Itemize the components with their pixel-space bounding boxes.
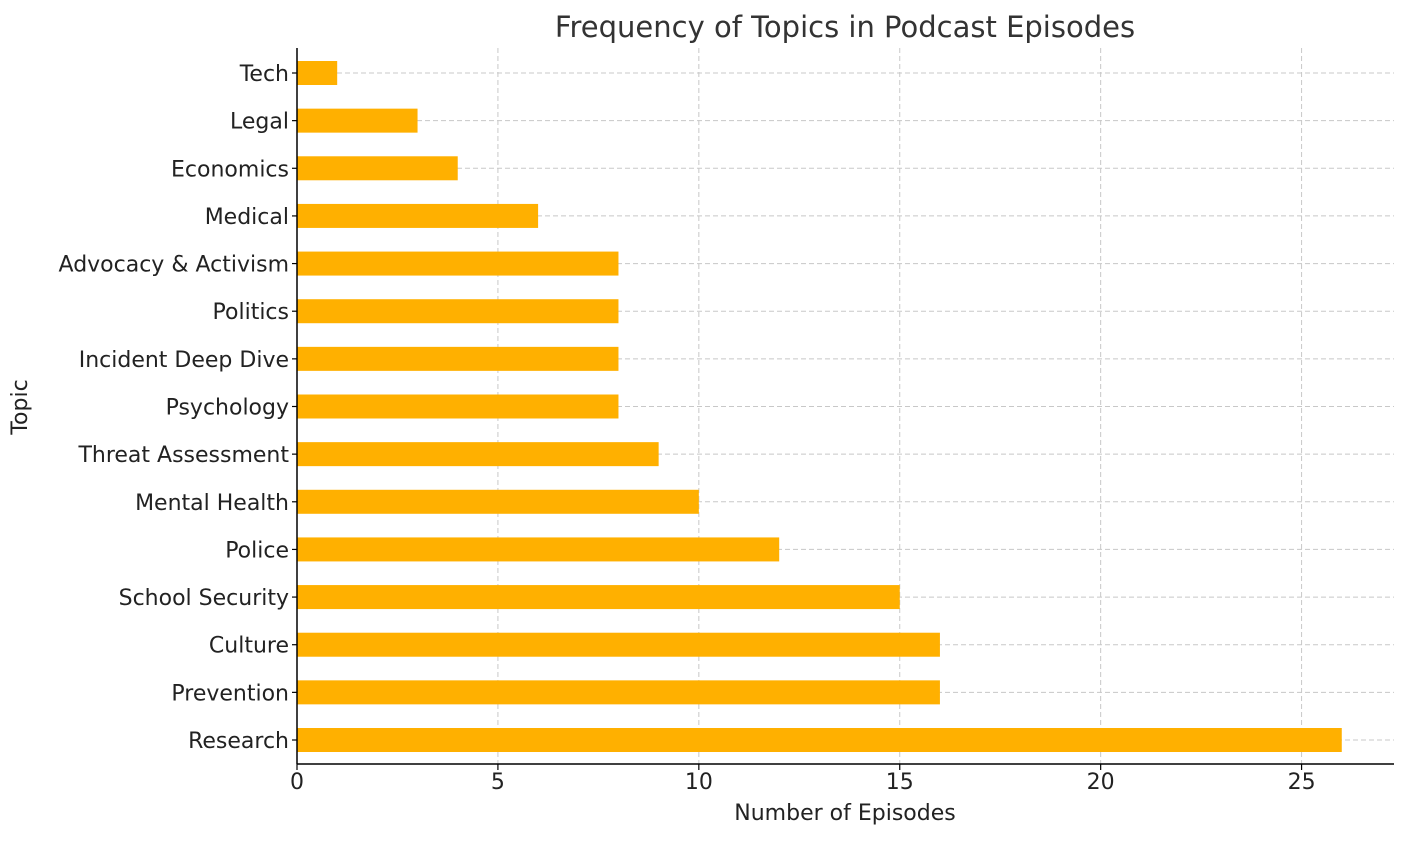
y-tick-label: Economics: [171, 157, 289, 182]
bar: [297, 680, 940, 705]
bar: [297, 299, 619, 324]
bars: [297, 61, 1342, 752]
x-tick-label: 10: [685, 770, 713, 795]
bar: [297, 394, 619, 419]
y-tick-label: Tech: [239, 62, 289, 87]
bar: [297, 632, 940, 657]
y-tick-label: Advocacy & Activism: [59, 253, 289, 278]
chart-title: Frequency of Topics in Podcast Episodes: [555, 10, 1135, 44]
y-tick-label: Incident Deep Dive: [79, 348, 289, 373]
bar: [297, 156, 458, 181]
bar: [297, 108, 418, 133]
y-tick-label: School Security: [119, 586, 289, 611]
bar: [297, 489, 699, 514]
y-tick-label: Threat Assessment: [77, 443, 289, 468]
bar: [297, 442, 659, 467]
x-tick-label: 15: [886, 770, 914, 795]
bar: [297, 728, 1342, 752]
bar: [297, 585, 900, 610]
bar: [297, 61, 338, 85]
y-tick-label: Research: [188, 729, 289, 754]
bar: [297, 203, 539, 228]
x-tick-label: 0: [290, 770, 304, 795]
y-tick-label: Psychology: [166, 396, 289, 421]
y-tick-labels: Research Prevention Culture School Security…: [59, 62, 290, 754]
x-tick-labels: 0 5 10 15 20 25: [290, 770, 1316, 795]
y-tick-label: Prevention: [171, 681, 289, 706]
y-tick-label: Police: [225, 538, 289, 563]
bar: [297, 346, 619, 371]
x-tick-label: 25: [1288, 770, 1316, 795]
x-tick-label: 5: [491, 770, 505, 795]
x-axis-label: Number of Episodes: [734, 801, 955, 826]
y-tick-label: Medical: [205, 205, 289, 230]
bar: [297, 537, 780, 562]
y-tick-label: Culture: [209, 634, 289, 659]
y-tick-label: Mental Health: [135, 491, 289, 516]
y-tick-label: Politics: [213, 300, 289, 325]
y-axis-label: Topic: [8, 379, 33, 435]
bar: [297, 251, 619, 276]
x-tick-label: 20: [1087, 770, 1115, 795]
y-tick-label: Legal: [230, 110, 289, 135]
axes: [292, 48, 1394, 770]
